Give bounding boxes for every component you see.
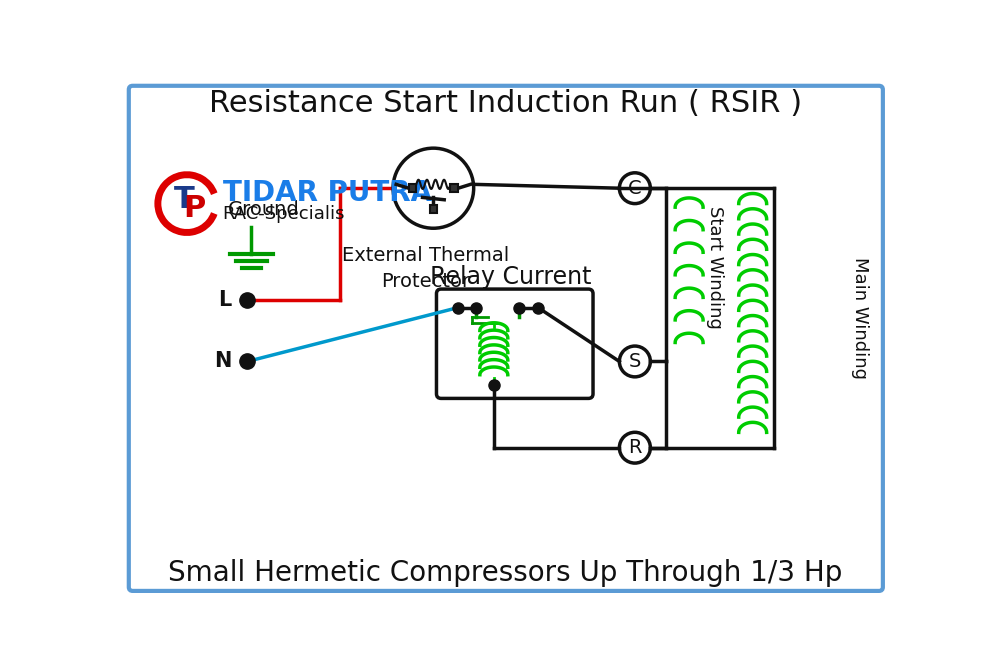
Text: N: N (214, 352, 232, 371)
Text: C: C (627, 179, 641, 198)
Text: Relay Current: Relay Current (430, 265, 591, 289)
Bar (450, 184, 458, 192)
Text: R: R (627, 438, 641, 457)
Text: Resistance Start Induction Run ( RSIR ): Resistance Start Induction Run ( RSIR ) (209, 89, 802, 118)
Text: P: P (182, 194, 205, 222)
Text: RAC-Specialis: RAC-Specialis (223, 206, 345, 223)
Text: External Thermal
Protector: External Thermal Protector (342, 246, 509, 291)
Bar (408, 184, 416, 192)
FancyBboxPatch shape (128, 86, 882, 591)
Text: S: S (628, 352, 641, 371)
Text: Main Winding: Main Winding (850, 257, 868, 379)
Text: Ground: Ground (228, 200, 300, 219)
Text: Small Hermetic Compressors Up Through 1/3 Hp: Small Hermetic Compressors Up Through 1/… (168, 559, 842, 587)
Bar (429, 205, 437, 213)
Text: TIDAR PUTRA: TIDAR PUTRA (223, 179, 431, 207)
Text: T: T (174, 185, 194, 214)
Text: Start Winding: Start Winding (705, 206, 723, 328)
Text: L: L (219, 290, 232, 310)
FancyBboxPatch shape (436, 289, 593, 399)
